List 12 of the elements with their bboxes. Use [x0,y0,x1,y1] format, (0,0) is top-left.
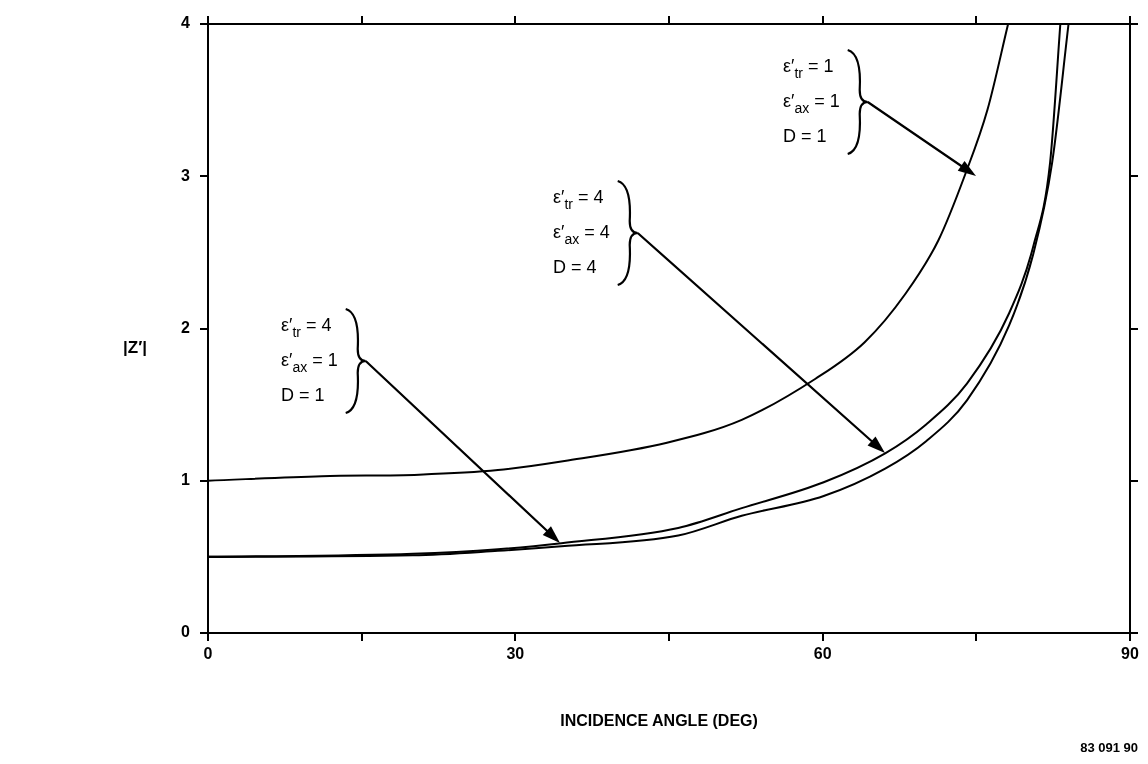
x-tick-label: 60 [813,645,832,663]
y-tick-label: 0 [181,623,191,641]
y-tick-label: 4 [181,14,191,32]
y-axis-title: |Z′| [123,338,147,358]
text: 83 091 90 [1080,740,1138,755]
y-tick-label: 2 [181,318,191,336]
x-tick-label: 90 [1121,645,1139,663]
y-tick-label: 3 [181,166,191,184]
x-tick-label: 0 [203,645,213,663]
y-tick-label: 1 [181,471,191,489]
x-axis-title: INCIDENCE ANGLE (DEG) [560,712,758,730]
x-tick-label: 30 [506,645,525,663]
